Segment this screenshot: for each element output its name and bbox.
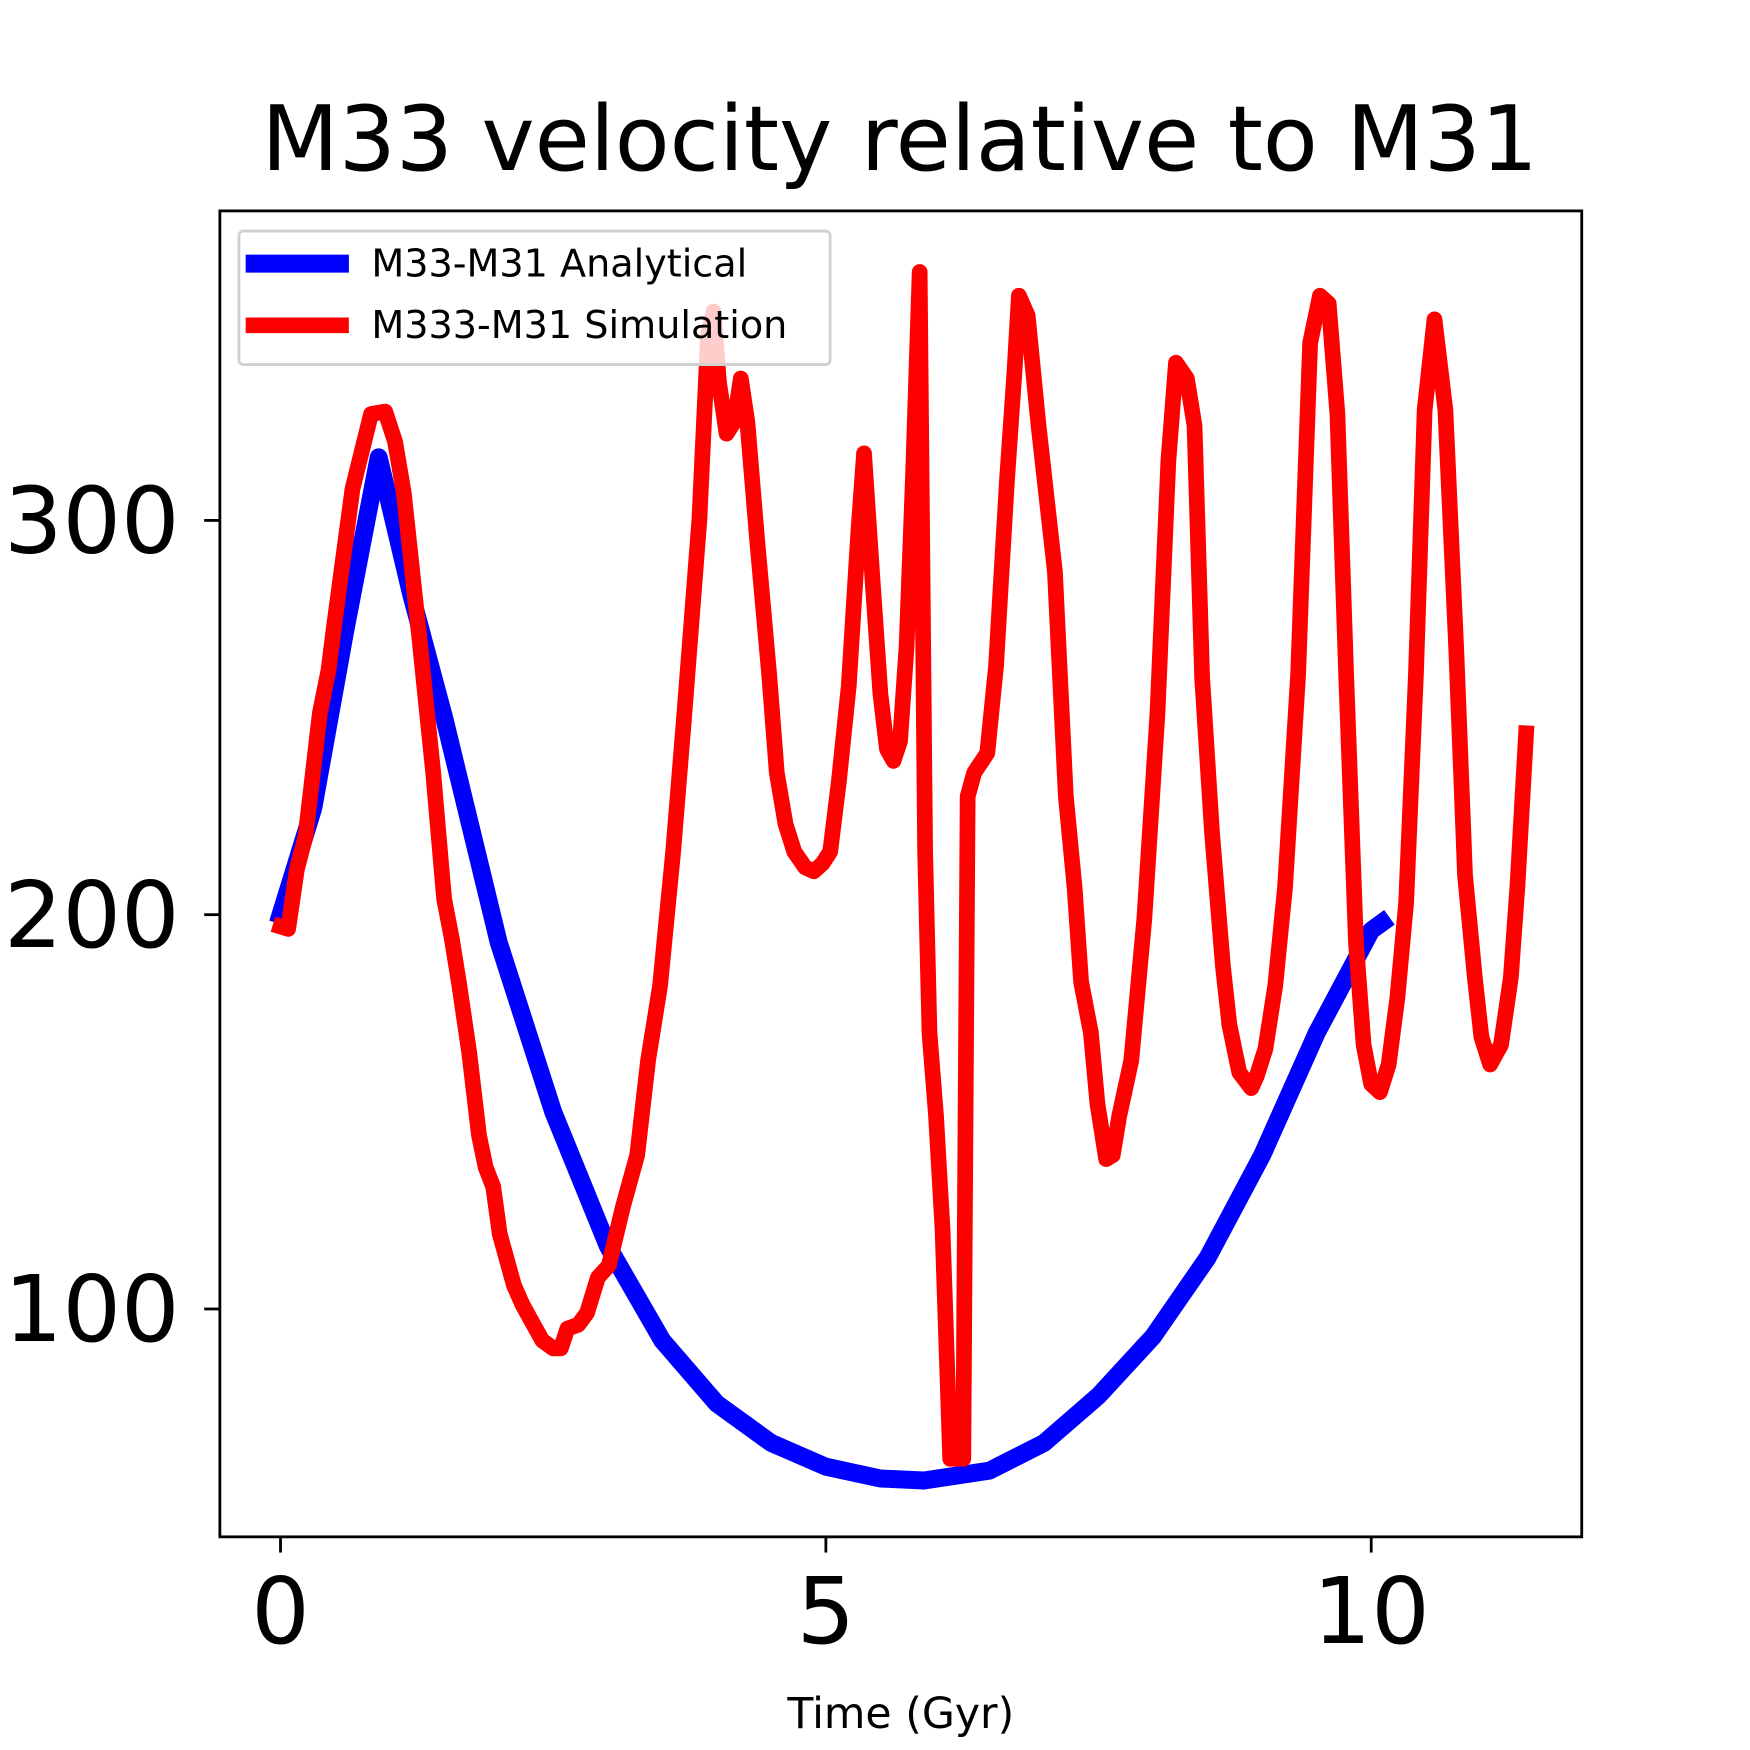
chart-title: M33 velocity relative to M31	[261, 88, 1538, 192]
x-axis-label: Time (Gyr)	[786, 1689, 1014, 1739]
y-tick-label: 100	[4, 1256, 180, 1363]
y-tick-label: 300	[4, 468, 180, 575]
x-tick-label: 5	[797, 1558, 856, 1665]
x-tick-label: 0	[251, 1558, 310, 1665]
plot-area	[269, 264, 1535, 1490]
axes-frame	[218, 209, 1584, 1539]
legend-label: M333-M31 Simulation	[371, 303, 787, 347]
y-tick-label: 200	[4, 862, 180, 969]
data-line	[270, 264, 1535, 1467]
legend: M33-M31 Analytical M333-M31 Simulation	[237, 229, 832, 366]
x-tick-label: 10	[1313, 1558, 1430, 1665]
legend-label: M33-M31 Analytical	[371, 241, 747, 285]
legend-box	[237, 229, 832, 366]
